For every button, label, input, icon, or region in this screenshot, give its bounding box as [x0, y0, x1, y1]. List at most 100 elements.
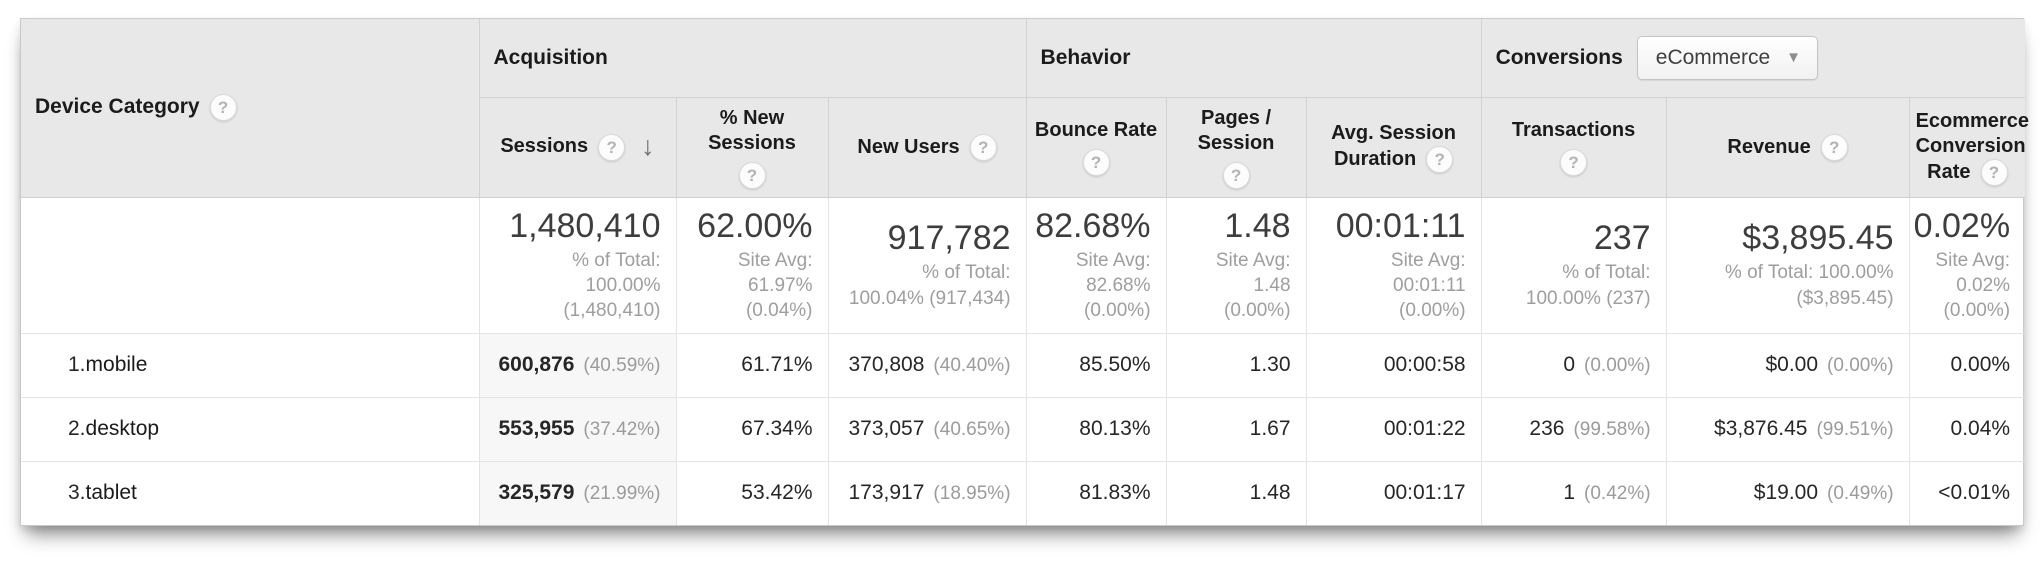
new-sessions-cell: 61.71%: [675, 332, 828, 397]
new-sessions-cell: 53.42%: [675, 460, 828, 525]
transactions-cell: 236 (99.58%): [1480, 396, 1667, 461]
column-header-avg-session-duration[interactable]: Avg. Session Duration?: [1305, 96, 1482, 197]
column-header-new-users[interactable]: New Users?: [827, 96, 1027, 197]
totals-revenue-value: $3,895.45: [1742, 219, 1894, 258]
pages-session-cell: 1.30: [1165, 332, 1307, 397]
new-sessions-value: 53.42%: [741, 481, 813, 505]
transactions-value: 1: [1563, 481, 1576, 505]
sessions-percent: (40.59%): [583, 355, 661, 376]
device-category-header[interactable]: Device Category?: [21, 19, 480, 197]
bounce-rate-value: 81.83%: [1079, 481, 1151, 505]
avg-duration-value: 00:00:58: [1383, 353, 1466, 376]
ecommerce-conversion-rate-column-label: Ecommerce Conversion Rate: [1915, 109, 2029, 183]
totals-sessions-cell: 1,480,410 % of Total: 100.00% (1,480,410…: [478, 197, 676, 333]
sort-descending-icon[interactable]: ↓: [641, 131, 655, 162]
column-header-transactions[interactable]: Transactions?: [1480, 96, 1667, 197]
new-users-percent: (40.65%): [933, 419, 1011, 440]
totals-revenue-subtext: % of Total: 100.00% ($3,895.45): [1724, 262, 1894, 309]
transactions-percent: (99.58%): [1573, 419, 1651, 440]
totals-bounce-rate-value: 82.68%: [1035, 206, 1151, 245]
pages-session-value: 1.30: [1249, 353, 1291, 376]
sessions-cell: 600,876 (40.59%): [478, 332, 676, 397]
column-header-new-sessions[interactable]: % New Sessions?: [675, 96, 828, 197]
group-header-conversions: Conversions eCommerce ▼: [1480, 19, 2026, 97]
totals-pages-session-value: 1.48: [1224, 206, 1291, 245]
totals-bounce-rate-subtext: Site Avg: 82.68% (0.00%): [1075, 249, 1151, 322]
sessions-value: 600,876: [498, 353, 575, 376]
pages-session-value: 1.48: [1249, 481, 1291, 505]
pages-session-cell: 1.67: [1165, 396, 1307, 461]
transactions-cell: 1 (0.42%): [1480, 460, 1667, 525]
help-icon[interactable]: ?: [1820, 133, 1848, 161]
new-users-value: 373,057: [848, 417, 925, 440]
ecommerce-rate-value: <0.01%: [1938, 481, 2011, 505]
totals-transactions-subtext: % of Total: 100.00% (237): [1525, 262, 1651, 309]
help-icon[interactable]: ?: [969, 133, 997, 161]
totals-transactions-value: 237: [1593, 219, 1651, 258]
ecommerce-rate-cell: 0.04%: [1908, 396, 2026, 461]
avg-duration-cell: 00:01:17: [1305, 460, 1482, 525]
help-icon[interactable]: ?: [1980, 158, 2008, 186]
column-header-bounce-rate[interactable]: Bounce Rate?: [1025, 96, 1167, 197]
table-row: 2.desktop 553,955 (37.42%) 67.34% 373,057…: [21, 396, 2026, 461]
device-category-link[interactable]: desktop: [85, 417, 160, 440]
behavior-group-label: Behavior: [1040, 45, 1131, 69]
new-users-percent: (18.95%): [933, 483, 1011, 505]
revenue-value: $19.00: [1753, 481, 1819, 505]
transactions-percent: (0.42%): [1584, 483, 1651, 505]
new-sessions-value: 61.71%: [741, 353, 813, 376]
avg-session-duration-column-label: Avg. Session Duration: [1331, 122, 1456, 170]
revenue-cell: $0.00 (0.00%): [1665, 332, 1910, 397]
pages-session-column-label: Pages / Session: [1197, 106, 1275, 154]
column-header-pages-session[interactable]: Pages / Session?: [1165, 96, 1307, 197]
bounce-rate-cell: 85.50%: [1025, 332, 1167, 397]
sessions-cell: 553,955 (37.42%): [478, 396, 676, 461]
help-icon[interactable]: ?: [1082, 149, 1110, 176]
new-sessions-column-label: % New Sessions: [708, 106, 796, 154]
revenue-cell: $19.00 (0.49%): [1665, 460, 1910, 525]
revenue-value: $0.00: [1765, 353, 1819, 376]
revenue-percent: (0.00%): [1827, 355, 1894, 376]
help-icon[interactable]: ?: [1222, 161, 1250, 189]
help-icon[interactable]: ?: [1560, 149, 1588, 176]
bounce-rate-cell: 80.13%: [1025, 396, 1167, 461]
new-users-column-label: New Users: [857, 135, 960, 158]
column-header-ecommerce-conversion-rate[interactable]: Ecommerce Conversion Rate?: [1908, 96, 2029, 197]
revenue-percent: (99.51%): [1816, 419, 1894, 440]
help-icon[interactable]: ?: [738, 161, 766, 189]
totals-new-sessions-subtext: Site Avg: 61.97% (0.04%): [737, 249, 813, 322]
revenue-percent: (0.49%): [1827, 483, 1894, 505]
ecommerce-rate-cell: <0.01%: [1908, 460, 2026, 525]
sessions-percent: (21.99%): [583, 483, 661, 505]
help-icon[interactable]: ?: [209, 94, 237, 122]
sessions-percent: (37.42%): [583, 419, 661, 440]
transactions-value: 0: [1563, 353, 1576, 376]
device-category-label: Device Category: [35, 95, 200, 119]
new-users-value: 370,808: [848, 353, 925, 376]
totals-transactions-cell: 237 % of Total: 100.00% (237): [1480, 197, 1667, 333]
totals-ecommerce-rate-subtext: Site Avg: 0.02% (0.00%): [1935, 249, 2011, 322]
bounce-rate-column-label: Bounce Rate: [1034, 119, 1158, 141]
column-header-sessions[interactable]: Sessions? ↓: [478, 96, 676, 197]
column-header-revenue[interactable]: Revenue?: [1665, 96, 1910, 197]
device-category-link[interactable]: mobile: [85, 353, 148, 376]
table-row: 3.tablet 325,579 (21.99%) 53.42% 173,917 (…: [21, 460, 2026, 525]
new-sessions-cell: 67.34%: [675, 396, 828, 461]
conversions-goal-dropdown[interactable]: eCommerce ▼: [1636, 35, 1818, 80]
row-dimension-cell: 1.mobile: [21, 332, 479, 397]
avg-duration-value: 00:01:22: [1383, 417, 1466, 440]
table-row: 1.mobile 600,876 (40.59%) 61.71% 370,808 (…: [21, 332, 2026, 397]
totals-avg-duration-cell: 00:01:11 Site Avg: 00:01:11 (0.00%): [1305, 197, 1482, 333]
group-header-acquisition: Acquisition: [478, 19, 1027, 97]
device-category-link[interactable]: tablet: [85, 481, 137, 505]
revenue-value: $3,876.45: [1714, 417, 1808, 440]
totals-sessions-subtext: % of Total: 100.00% (1,480,410): [563, 249, 661, 322]
conversions-group-label: Conversions: [1495, 45, 1623, 69]
totals-avg-duration-subtext: Site Avg: 00:01:11 (0.00%): [1390, 249, 1466, 322]
help-icon[interactable]: ?: [1426, 146, 1454, 173]
totals-new-users-value: 917,782: [887, 219, 1011, 258]
help-icon[interactable]: ?: [598, 133, 626, 161]
totals-new-sessions-value: 62.00%: [697, 206, 813, 245]
chevron-down-icon: ▼: [1786, 49, 1801, 67]
revenue-cell: $3,876.45 (99.51%): [1665, 396, 1910, 461]
